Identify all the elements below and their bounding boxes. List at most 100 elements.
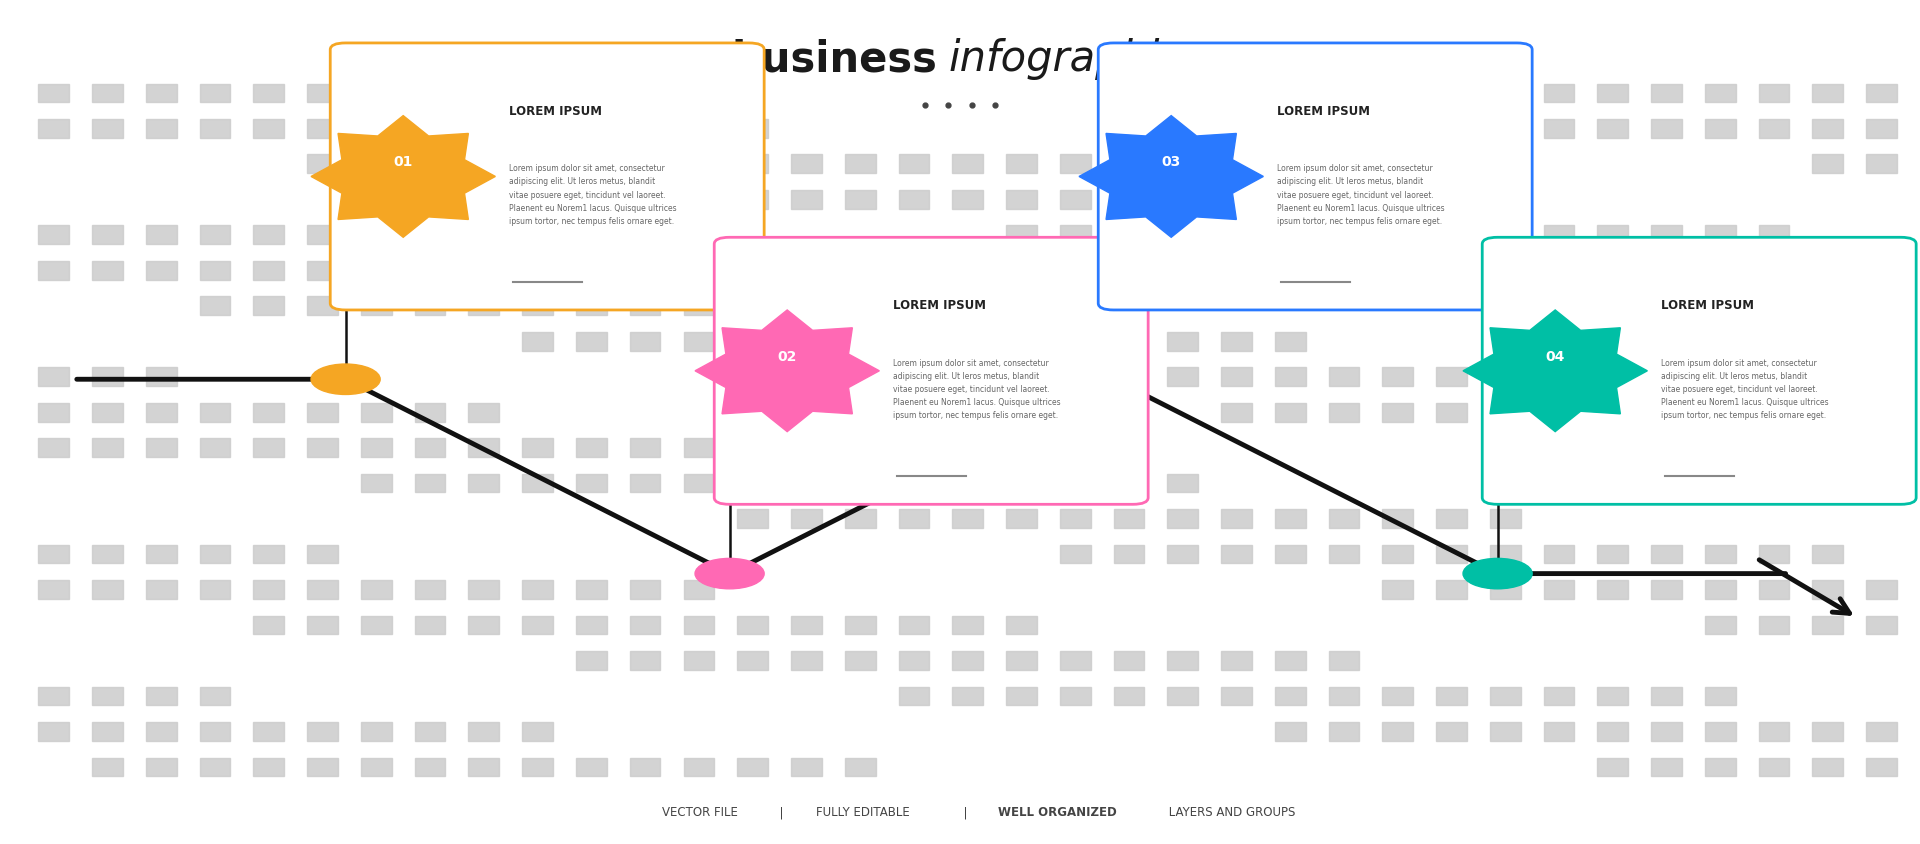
Bar [899,616,929,635]
Bar [1759,439,1789,457]
Bar [1006,652,1037,670]
Bar [1759,226,1789,245]
Bar [1114,155,1144,174]
Bar [468,297,499,316]
Bar [361,474,392,493]
Bar [1597,758,1628,776]
Bar [737,191,768,209]
Bar [146,120,177,138]
Bar [630,616,660,635]
Bar [146,403,177,422]
Bar [1490,368,1521,387]
Bar [522,616,553,635]
Text: infographic: infographic [948,38,1183,80]
Bar [1221,687,1252,706]
Text: 01: 01 [394,155,413,169]
Bar [845,191,876,209]
Bar [1651,581,1682,599]
Bar [1866,581,1897,599]
Bar [468,403,499,422]
Bar [1812,120,1843,138]
Bar [1006,616,1037,635]
Bar [146,262,177,280]
Bar [1329,687,1359,706]
Bar [1812,439,1843,457]
Bar [253,84,284,103]
Bar [1812,84,1843,103]
Text: business: business [732,38,937,80]
Bar [576,262,607,280]
Bar [1436,84,1467,103]
Bar [1544,120,1574,138]
Bar [1006,687,1037,706]
Bar [845,368,876,387]
Bar [307,262,338,280]
Bar [522,581,553,599]
Bar [1759,758,1789,776]
Bar [522,722,553,741]
Bar [791,155,822,174]
Bar [952,687,983,706]
Bar [576,758,607,776]
Bar [630,155,660,174]
Bar [361,722,392,741]
Bar [1705,545,1736,564]
Bar [1167,652,1198,670]
Bar [1382,191,1413,209]
Bar [1382,262,1413,280]
Bar [307,84,338,103]
Bar [1382,403,1413,422]
Bar [522,474,553,493]
Bar [1759,722,1789,741]
Text: LOREM IPSUM: LOREM IPSUM [1277,105,1369,118]
Bar [1060,226,1091,245]
Bar [1490,722,1521,741]
Bar [38,687,69,706]
Bar [845,333,876,351]
Bar [1329,652,1359,670]
Text: 02: 02 [778,349,797,363]
Bar [307,403,338,422]
Bar [1060,368,1091,387]
Bar [200,262,230,280]
Bar [630,474,660,493]
Bar [1705,84,1736,103]
Bar [737,120,768,138]
Bar [1705,439,1736,457]
Bar [1436,545,1467,564]
Bar [1382,368,1413,387]
Bar [468,439,499,457]
Bar [1221,333,1252,351]
Bar [1597,368,1628,387]
Bar [1490,262,1521,280]
Bar [1490,403,1521,422]
FancyBboxPatch shape [330,44,764,311]
Bar [737,652,768,670]
Bar [307,155,338,174]
Bar [1866,84,1897,103]
Bar [952,333,983,351]
Bar [1167,510,1198,528]
Bar [952,155,983,174]
Text: |: | [956,805,975,819]
Bar [468,581,499,599]
Bar [952,297,983,316]
Bar [737,510,768,528]
Bar [253,297,284,316]
Bar [1275,333,1306,351]
Text: LOREM IPSUM: LOREM IPSUM [509,105,601,118]
Bar [253,226,284,245]
Bar [576,120,607,138]
Bar [1329,191,1359,209]
Bar [468,155,499,174]
Bar [1114,510,1144,528]
Bar [845,474,876,493]
Bar [92,758,123,776]
Bar [791,510,822,528]
Bar [899,474,929,493]
Bar [1275,84,1306,103]
Bar [952,510,983,528]
Bar [146,722,177,741]
Bar [1705,403,1736,422]
Bar [1006,226,1037,245]
